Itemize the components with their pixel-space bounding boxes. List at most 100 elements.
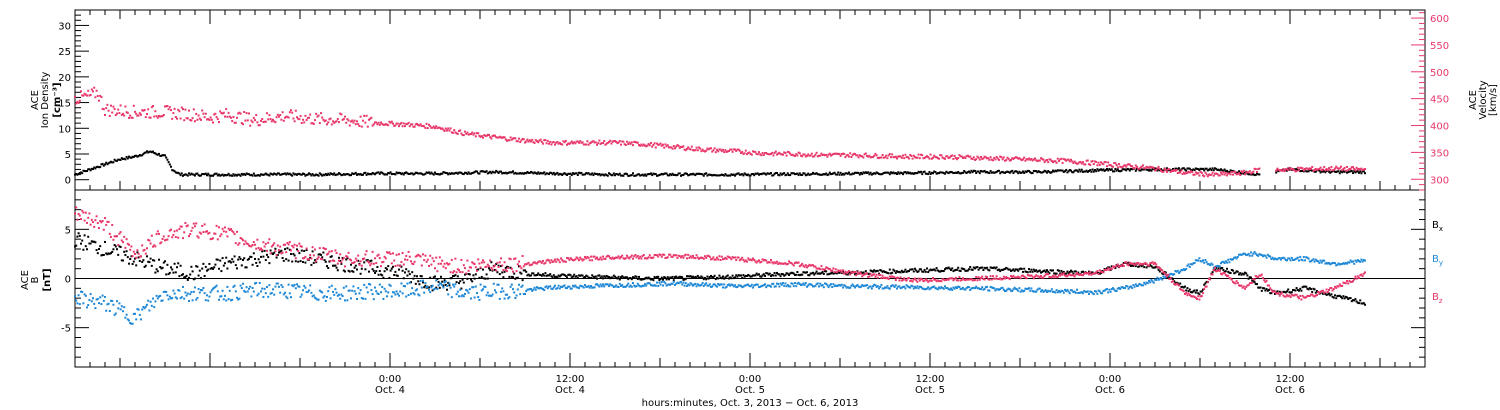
bfield-by-point [441,284,444,287]
bfield-bx-point [285,258,288,261]
density-point [1119,170,1122,173]
velocity-point [657,143,660,146]
bfield-by-point [900,286,903,289]
density-point [328,173,331,176]
bfield-by-point [208,295,211,298]
density-point [1107,169,1110,172]
bfield-bz-point [106,220,109,223]
bfield-bz-point [129,248,132,251]
bfield-bx-point [1066,270,1069,273]
bfield-by-point [758,286,760,289]
density-point [857,172,860,175]
bfield-bx-point [570,276,573,279]
density-point [569,172,572,175]
bfield-bx-point [455,281,458,284]
bfield-bx-point [244,266,247,269]
velocity-point [1253,167,1256,170]
bfield-bz-point [258,248,261,251]
bfield-bx-point [783,274,786,277]
bfield-bz-point [185,225,188,228]
bfield-by-point [244,290,247,293]
bfield-by-point [263,287,266,290]
density-point [1194,167,1197,170]
bfield-bx-point [616,277,619,280]
density-point [527,171,530,174]
bfield-bz-point [358,263,361,266]
velocity-point [1060,157,1063,160]
velocity-point [422,124,424,127]
velocity-point [98,99,100,102]
bfield-bx-point [458,282,460,285]
density-point [990,171,993,174]
velocity-point [1180,169,1183,172]
velocity-point [267,118,270,121]
density-point [788,174,790,177]
density-point [922,171,925,174]
bfield-by-point [405,295,408,298]
bfield-bx-point [1217,267,1220,270]
velocity-point [1154,169,1156,172]
density-point [935,172,938,175]
velocity-point [302,118,304,121]
bfield-by-point [1116,287,1119,290]
density-point [1026,169,1029,172]
density-point [497,172,500,175]
bfield-bx-point [216,258,219,261]
density-point [1186,167,1189,170]
velocity-point [868,154,871,157]
density-point [1188,167,1191,170]
velocity-point [398,125,400,128]
bfield-bz-point [330,250,333,253]
bfield-by-point [1128,286,1131,289]
velocity-point [1071,160,1074,163]
velocity-point [927,156,930,159]
density-point [761,172,764,175]
velocity-point [1194,171,1197,174]
bfield-by-point [519,293,522,296]
bfield-bz-point [81,209,84,212]
velocity-point [902,154,904,157]
bfield-by-point [1151,280,1154,283]
bfield-bz-point [395,253,398,256]
bfield-by-point [780,283,783,286]
density-point [1011,169,1014,172]
density-point [1101,169,1104,172]
bfield-by-point [1344,261,1347,264]
velocity-point [762,153,765,156]
bfield-by-point [537,287,540,290]
bfield-by-point [492,282,495,285]
velocity-point [466,131,469,134]
bfield-bx-point [550,275,553,278]
density-point [674,173,676,176]
bfield-bz-point [100,221,103,224]
density-point [657,174,660,177]
bfield-by-point [866,284,868,287]
bfield-bx-point [1227,270,1230,273]
bfield-bz-point [134,252,136,255]
velocity-point [1337,167,1340,170]
density-point [632,172,634,175]
bfield-by-point [123,306,126,309]
density-point [1329,171,1332,174]
bfield-by-point [880,283,883,286]
bfield-by-point [818,285,820,288]
bfield-bx-point [1224,270,1227,273]
bfield-bx-point [158,258,160,261]
bfield-by-point [348,289,351,292]
bfield-bx-point [681,276,684,279]
bfield-bz-point [266,249,268,252]
bfield-bx-point [862,271,865,274]
velocity-point [970,157,973,160]
density-point [1034,170,1036,173]
velocity-point [726,150,729,153]
bfield-by-point [850,284,853,287]
bfield-bx-point [741,276,744,279]
velocity-point [1112,165,1114,168]
bfield-by-point [1274,257,1276,260]
bfield-bx-point [868,272,871,275]
density-point [915,172,918,175]
velocity-point [258,124,261,127]
bfield-by-point [544,286,547,289]
velocity-point [977,156,980,159]
density-point [808,173,811,176]
